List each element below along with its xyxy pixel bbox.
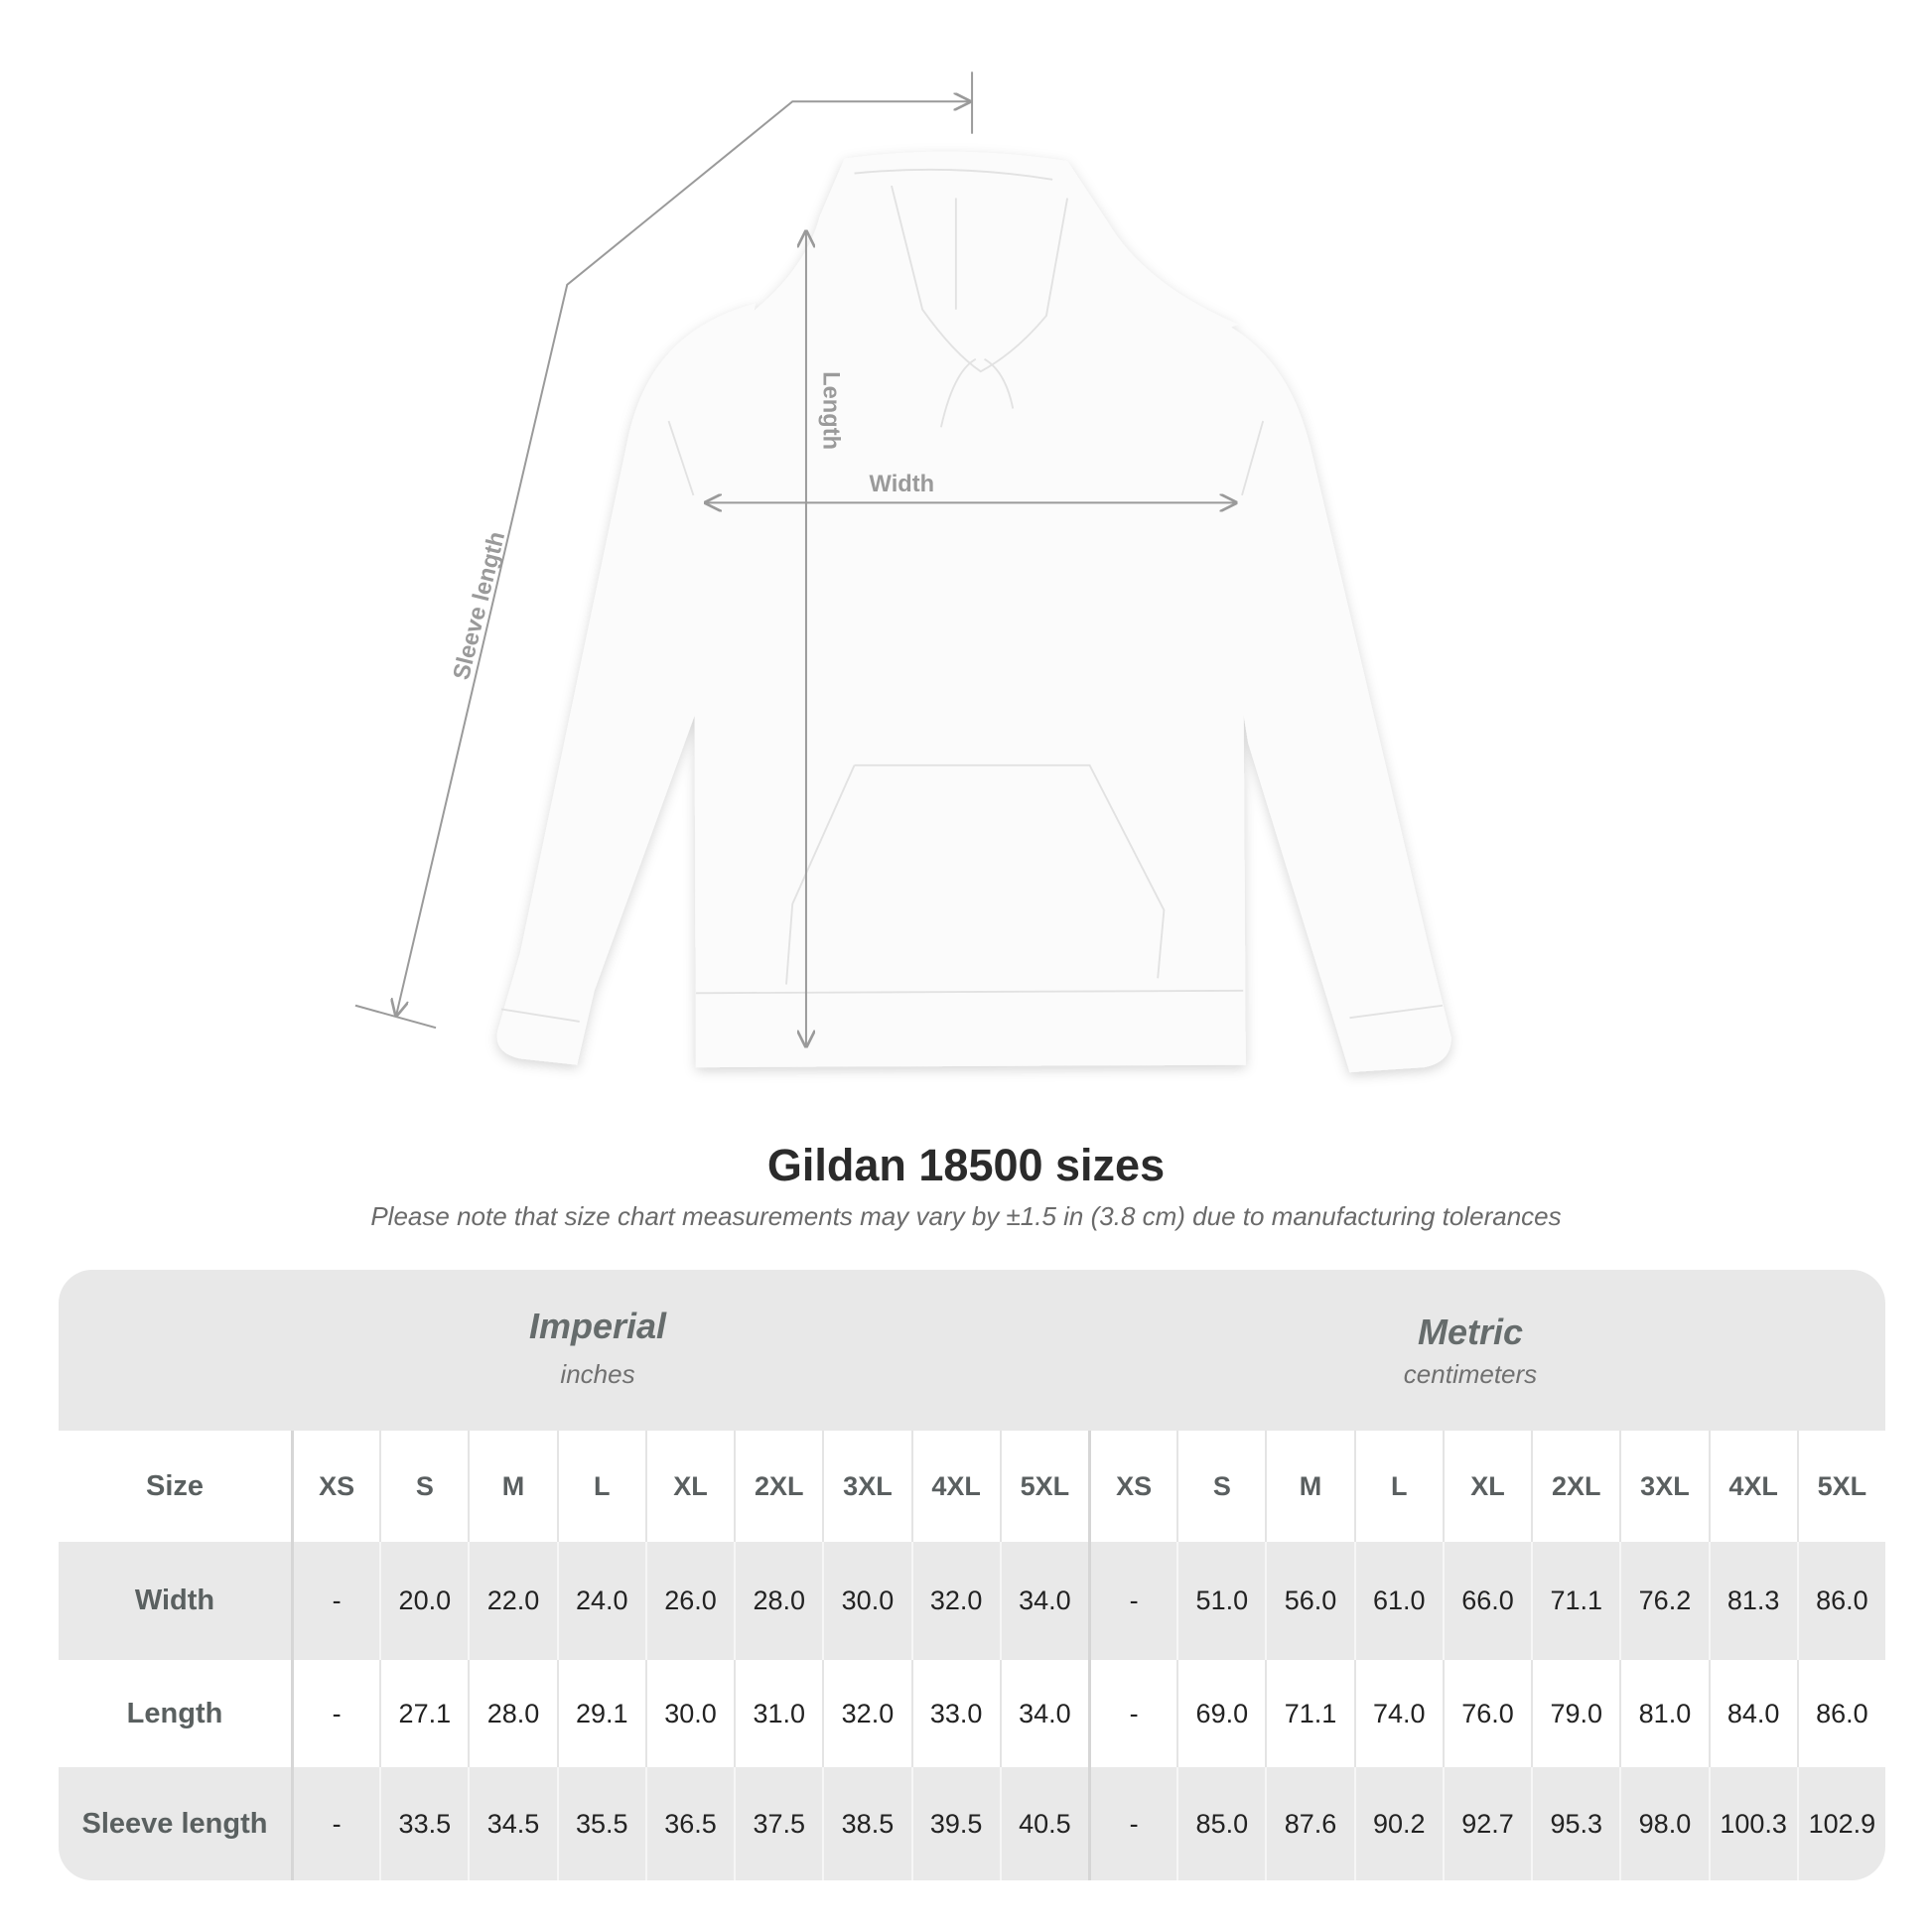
metric-size-header: 2XL bbox=[1531, 1431, 1619, 1542]
imperial-value-cell: 29.1 bbox=[556, 1660, 645, 1767]
imperial-value-cell: 36.5 bbox=[644, 1767, 734, 1880]
page-title: Gildan 18500 sizes bbox=[766, 1140, 1166, 1190]
cuff-tick bbox=[354, 1004, 437, 1030]
metric-size-header: 5XL bbox=[1796, 1431, 1885, 1542]
imperial-size-header: XS bbox=[291, 1431, 379, 1542]
metric-value-cell: 51.0 bbox=[1176, 1542, 1265, 1660]
metric-value-cell: 74.0 bbox=[1353, 1660, 1443, 1767]
imperial-value-cell: 40.5 bbox=[999, 1767, 1088, 1880]
length-label: Length bbox=[817, 371, 843, 450]
imperial-size-header: L bbox=[556, 1431, 645, 1542]
metric-value-cell: 87.6 bbox=[1265, 1767, 1353, 1880]
imperial-value-cell: 33.0 bbox=[910, 1660, 1000, 1767]
hoodie-illustration bbox=[496, 151, 1451, 1073]
imperial-size-header: XL bbox=[644, 1431, 734, 1542]
imperial-value-cell: 34.0 bbox=[999, 1542, 1088, 1660]
imperial-size-header: 3XL bbox=[822, 1431, 910, 1542]
imperial-size-header: 4XL bbox=[910, 1431, 1000, 1542]
metric-value-cell: 84.0 bbox=[1708, 1660, 1797, 1767]
metric-value-cell: 66.0 bbox=[1442, 1542, 1531, 1660]
metric-value-cell: 100.3 bbox=[1708, 1767, 1797, 1880]
imperial-title: Imperial bbox=[528, 1306, 667, 1346]
metric-unit: centimeters bbox=[1403, 1359, 1538, 1389]
imperial-value-cell: 34.5 bbox=[468, 1767, 556, 1880]
row-label: Length bbox=[126, 1697, 223, 1729]
imperial-size-header: 5XL bbox=[999, 1431, 1088, 1542]
tolerance-note: Please note that size chart measurements… bbox=[370, 1201, 1562, 1231]
hoodie-measurement-diagram: Sleeve length Length Width bbox=[354, 71, 1451, 1073]
metric-size-header: 3XL bbox=[1619, 1431, 1708, 1542]
metric-value-cell: 98.0 bbox=[1619, 1767, 1708, 1880]
imperial-value-cell: 38.5 bbox=[822, 1767, 910, 1880]
metric-value-cell: 79.0 bbox=[1531, 1660, 1619, 1767]
table-row: Length -27.1 28.0 29.1 30.0 31.0 32.0 33.0 34.0-… bbox=[59, 1660, 1885, 1767]
metric-size-header: S bbox=[1176, 1431, 1265, 1542]
imperial-value-cell: - bbox=[291, 1767, 379, 1880]
size-header-row: Size XS S M L XL 2XL 3XL 4XL 5XL XS S M L XL 2XL 3XL 4XL 5… bbox=[59, 1431, 1885, 1542]
imperial-value-cell: 31.0 bbox=[734, 1660, 822, 1767]
metric-value-cell: 102.9 bbox=[1796, 1767, 1885, 1880]
imperial-value-cell: 34.0 bbox=[999, 1660, 1088, 1767]
size-header-label: Size bbox=[145, 1469, 205, 1502]
metric-value-cell: 61.0 bbox=[1353, 1542, 1443, 1660]
metric-value-cell: - bbox=[1088, 1660, 1176, 1767]
metric-size-header: XS bbox=[1088, 1431, 1176, 1542]
metric-value-cell: - bbox=[1088, 1542, 1176, 1660]
right-sleeve bbox=[1175, 303, 1451, 1073]
metric-size-header: L bbox=[1353, 1431, 1443, 1542]
metric-value-cell: 71.1 bbox=[1265, 1660, 1353, 1767]
imperial-size-header: M bbox=[468, 1431, 556, 1542]
width-label: Width bbox=[870, 472, 935, 497]
imperial-value-cell: 39.5 bbox=[910, 1767, 1000, 1880]
table-row: Width -20.0 22.0 24.0 26.0 28.0 30.0 32.0 34.0-5… bbox=[59, 1542, 1885, 1660]
imperial-value-cell: - bbox=[291, 1660, 379, 1767]
row-label: Sleeve length bbox=[81, 1807, 268, 1840]
size-table: Imperial inches Metric centimeters Size X… bbox=[59, 1270, 1885, 1880]
imperial-value-cell: 28.0 bbox=[734, 1542, 822, 1660]
table-header-band: Imperial inches Metric centimeters bbox=[59, 1270, 1885, 1431]
metric-size-header: XL bbox=[1442, 1431, 1531, 1542]
imperial-value-cell: 30.0 bbox=[644, 1660, 734, 1767]
metric-value-cell: 56.0 bbox=[1265, 1542, 1353, 1660]
imperial-unit: inches bbox=[560, 1359, 635, 1389]
metric-value-cell: 71.1 bbox=[1531, 1542, 1619, 1660]
imperial-value-cell: 32.0 bbox=[910, 1542, 1000, 1660]
metric-value-cell: 85.0 bbox=[1176, 1767, 1265, 1880]
metric-value-cell: 92.7 bbox=[1442, 1767, 1531, 1880]
metric-value-cell: 90.2 bbox=[1353, 1767, 1443, 1880]
imperial-value-cell: 27.1 bbox=[379, 1660, 468, 1767]
imperial-value-cell: - bbox=[291, 1542, 379, 1660]
metric-value-cell: 76.0 bbox=[1442, 1660, 1531, 1767]
imperial-value-cell: 30.0 bbox=[822, 1542, 910, 1660]
metric-size-header: M bbox=[1265, 1431, 1353, 1542]
imperial-size-header: S bbox=[379, 1431, 468, 1542]
metric-size-header: 4XL bbox=[1708, 1431, 1797, 1542]
metric-value-cell: 81.0 bbox=[1619, 1660, 1708, 1767]
imperial-value-cell: 20.0 bbox=[379, 1542, 468, 1660]
imperial-value-cell: 37.5 bbox=[734, 1767, 822, 1880]
imperial-value-cell: 26.0 bbox=[644, 1542, 734, 1660]
row-label: Width bbox=[134, 1585, 215, 1616]
metric-value-cell: 69.0 bbox=[1176, 1660, 1265, 1767]
imperial-size-header: 2XL bbox=[734, 1431, 822, 1542]
imperial-value-cell: 33.5 bbox=[379, 1767, 468, 1880]
metric-value-cell: 76.2 bbox=[1619, 1542, 1708, 1660]
imperial-value-cell: 35.5 bbox=[556, 1767, 645, 1880]
table-row: Sleeve length -33.5 34.5 35.5 36.5 37.5 38.5 39… bbox=[59, 1767, 1885, 1880]
metric-value-cell: 95.3 bbox=[1531, 1767, 1619, 1880]
metric-title: Metric bbox=[1417, 1311, 1524, 1352]
metric-value-cell: 86.0 bbox=[1796, 1660, 1885, 1767]
metric-value-cell: 86.0 bbox=[1796, 1542, 1885, 1660]
metric-value-cell: - bbox=[1088, 1767, 1176, 1880]
imperial-value-cell: 24.0 bbox=[556, 1542, 645, 1660]
imperial-value-cell: 22.0 bbox=[468, 1542, 556, 1660]
metric-value-cell: 81.3 bbox=[1708, 1542, 1797, 1660]
imperial-value-cell: 32.0 bbox=[822, 1660, 910, 1767]
measurement-lines bbox=[354, 71, 1236, 1046]
imperial-value-cell: 28.0 bbox=[468, 1660, 556, 1767]
sleeve-length-line bbox=[396, 101, 969, 1015]
